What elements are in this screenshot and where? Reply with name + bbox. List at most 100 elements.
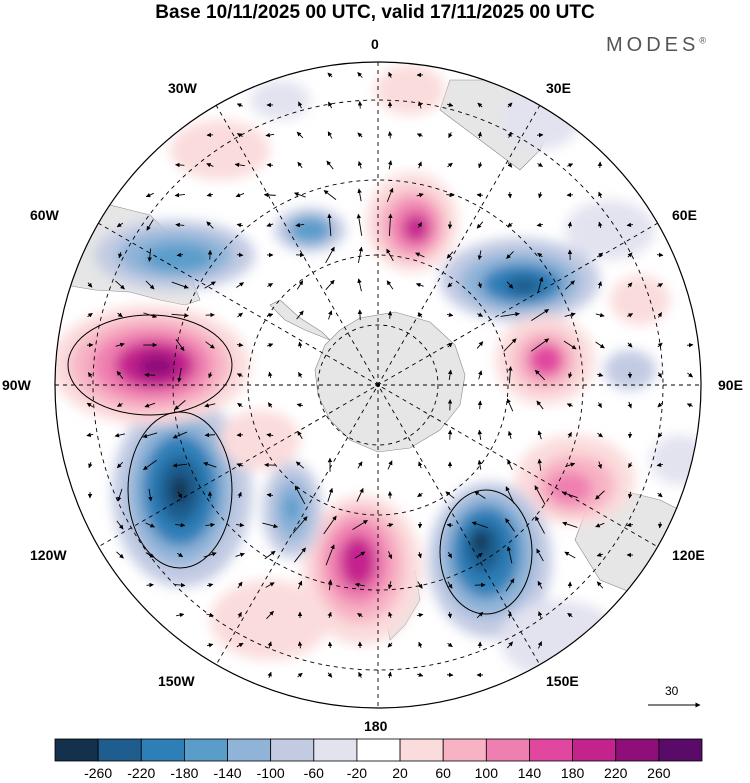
wind-vector bbox=[477, 459, 483, 470]
wind-vector bbox=[204, 281, 216, 289]
wind-vector bbox=[205, 522, 215, 528]
wind-vector bbox=[477, 312, 484, 317]
wind-vector bbox=[327, 611, 332, 618]
wind-vector bbox=[387, 581, 393, 590]
wind-vector bbox=[357, 72, 363, 78]
wind-vector bbox=[298, 341, 303, 349]
wind-vector bbox=[177, 491, 183, 499]
wind-vector bbox=[417, 161, 422, 169]
wind-vector bbox=[237, 133, 243, 138]
wind-vector bbox=[147, 248, 152, 262]
wind-vector bbox=[505, 578, 515, 592]
wind-vector bbox=[561, 491, 578, 499]
wind-vector bbox=[596, 581, 604, 589]
wind-vector bbox=[446, 312, 454, 317]
wind-vector bbox=[477, 552, 483, 558]
wind-vector bbox=[537, 430, 543, 440]
wind-vector bbox=[236, 252, 244, 258]
wind-vector bbox=[144, 372, 156, 378]
wind-vector bbox=[627, 431, 633, 439]
wind-vector bbox=[325, 279, 335, 291]
wind-vector bbox=[595, 522, 605, 528]
wind-vector bbox=[447, 581, 453, 589]
wind-vector bbox=[416, 133, 423, 138]
wind-vector bbox=[174, 192, 186, 198]
wind-vector bbox=[538, 611, 543, 619]
wind-vector bbox=[267, 343, 274, 348]
lon-label-90w: 90W bbox=[2, 377, 31, 393]
wind-vector bbox=[236, 522, 245, 528]
wind-vector bbox=[175, 222, 185, 228]
wind-vector bbox=[325, 544, 335, 566]
colorbar-tick-label: -140 bbox=[213, 765, 242, 781]
wind-vector bbox=[507, 459, 513, 471]
wind-vector bbox=[294, 192, 306, 198]
wind-vector bbox=[476, 192, 484, 198]
wind-vector bbox=[657, 312, 663, 318]
wind-vector bbox=[175, 162, 185, 168]
wind-vector bbox=[477, 370, 483, 380]
wind-vector bbox=[268, 371, 273, 379]
wind-vector bbox=[296, 131, 304, 139]
wind-vector bbox=[176, 252, 184, 258]
map-border bbox=[54, 61, 702, 709]
wind-vector bbox=[626, 522, 634, 528]
wind-vector bbox=[477, 131, 482, 139]
wind-vector bbox=[417, 551, 422, 559]
map-title: Base 10/11/2025 00 UTC, valid 17/11/2025… bbox=[155, 2, 595, 23]
wind-vector bbox=[537, 580, 543, 589]
wind-vector bbox=[537, 458, 542, 471]
wind-vector bbox=[537, 641, 542, 649]
wind-vector bbox=[328, 101, 333, 109]
colorbar-tick-label: 100 bbox=[474, 765, 498, 781]
wind-vector bbox=[267, 671, 272, 678]
wind-vector bbox=[357, 278, 362, 292]
wind-vector bbox=[236, 642, 244, 648]
wind-vector bbox=[386, 523, 394, 528]
wind-vector bbox=[298, 101, 303, 109]
wind-vector bbox=[357, 161, 363, 169]
wind-vector bbox=[534, 485, 546, 505]
wind-vector bbox=[531, 309, 550, 321]
wind-vector bbox=[204, 432, 215, 438]
wind-vector bbox=[416, 193, 424, 198]
wind-vector bbox=[418, 641, 423, 648]
wind-vector bbox=[596, 372, 604, 377]
wind-vector bbox=[206, 221, 214, 229]
wind-vector bbox=[388, 611, 393, 618]
wind-vector bbox=[236, 342, 244, 348]
wind-vector bbox=[297, 641, 303, 649]
wind-vector bbox=[567, 163, 574, 168]
colorbar-tick-label: 60 bbox=[435, 765, 451, 781]
wind-vector bbox=[177, 367, 182, 383]
wind-vector bbox=[298, 372, 303, 378]
wind-vector bbox=[145, 280, 155, 290]
wind-vector bbox=[446, 522, 454, 528]
wind-vector bbox=[236, 373, 243, 378]
wind-vector bbox=[531, 338, 550, 352]
wind-vector bbox=[417, 672, 424, 677]
wind-vector bbox=[88, 462, 93, 469]
wind-vector bbox=[567, 612, 573, 618]
wind-vector bbox=[503, 338, 517, 352]
wind-vector bbox=[237, 611, 242, 618]
wind-vector bbox=[507, 191, 513, 199]
wind-vector bbox=[176, 612, 185, 618]
wind-vector bbox=[267, 641, 272, 649]
wind-vector bbox=[323, 515, 337, 535]
wind-vector bbox=[172, 463, 188, 468]
wind-vector bbox=[116, 222, 124, 228]
wind-vector bbox=[507, 131, 512, 138]
wind-vector bbox=[417, 492, 423, 498]
wind-vector bbox=[146, 582, 154, 588]
wind-vector bbox=[508, 366, 513, 384]
wind-vector bbox=[447, 342, 453, 348]
wind-vector bbox=[87, 282, 93, 288]
wind-vector bbox=[114, 433, 126, 438]
wind-vector bbox=[537, 276, 544, 293]
wind-vector bbox=[446, 102, 454, 107]
wind-vector bbox=[657, 521, 663, 529]
wind-vector bbox=[115, 342, 125, 348]
wind-vector bbox=[205, 341, 215, 349]
wind-vector bbox=[657, 402, 663, 408]
